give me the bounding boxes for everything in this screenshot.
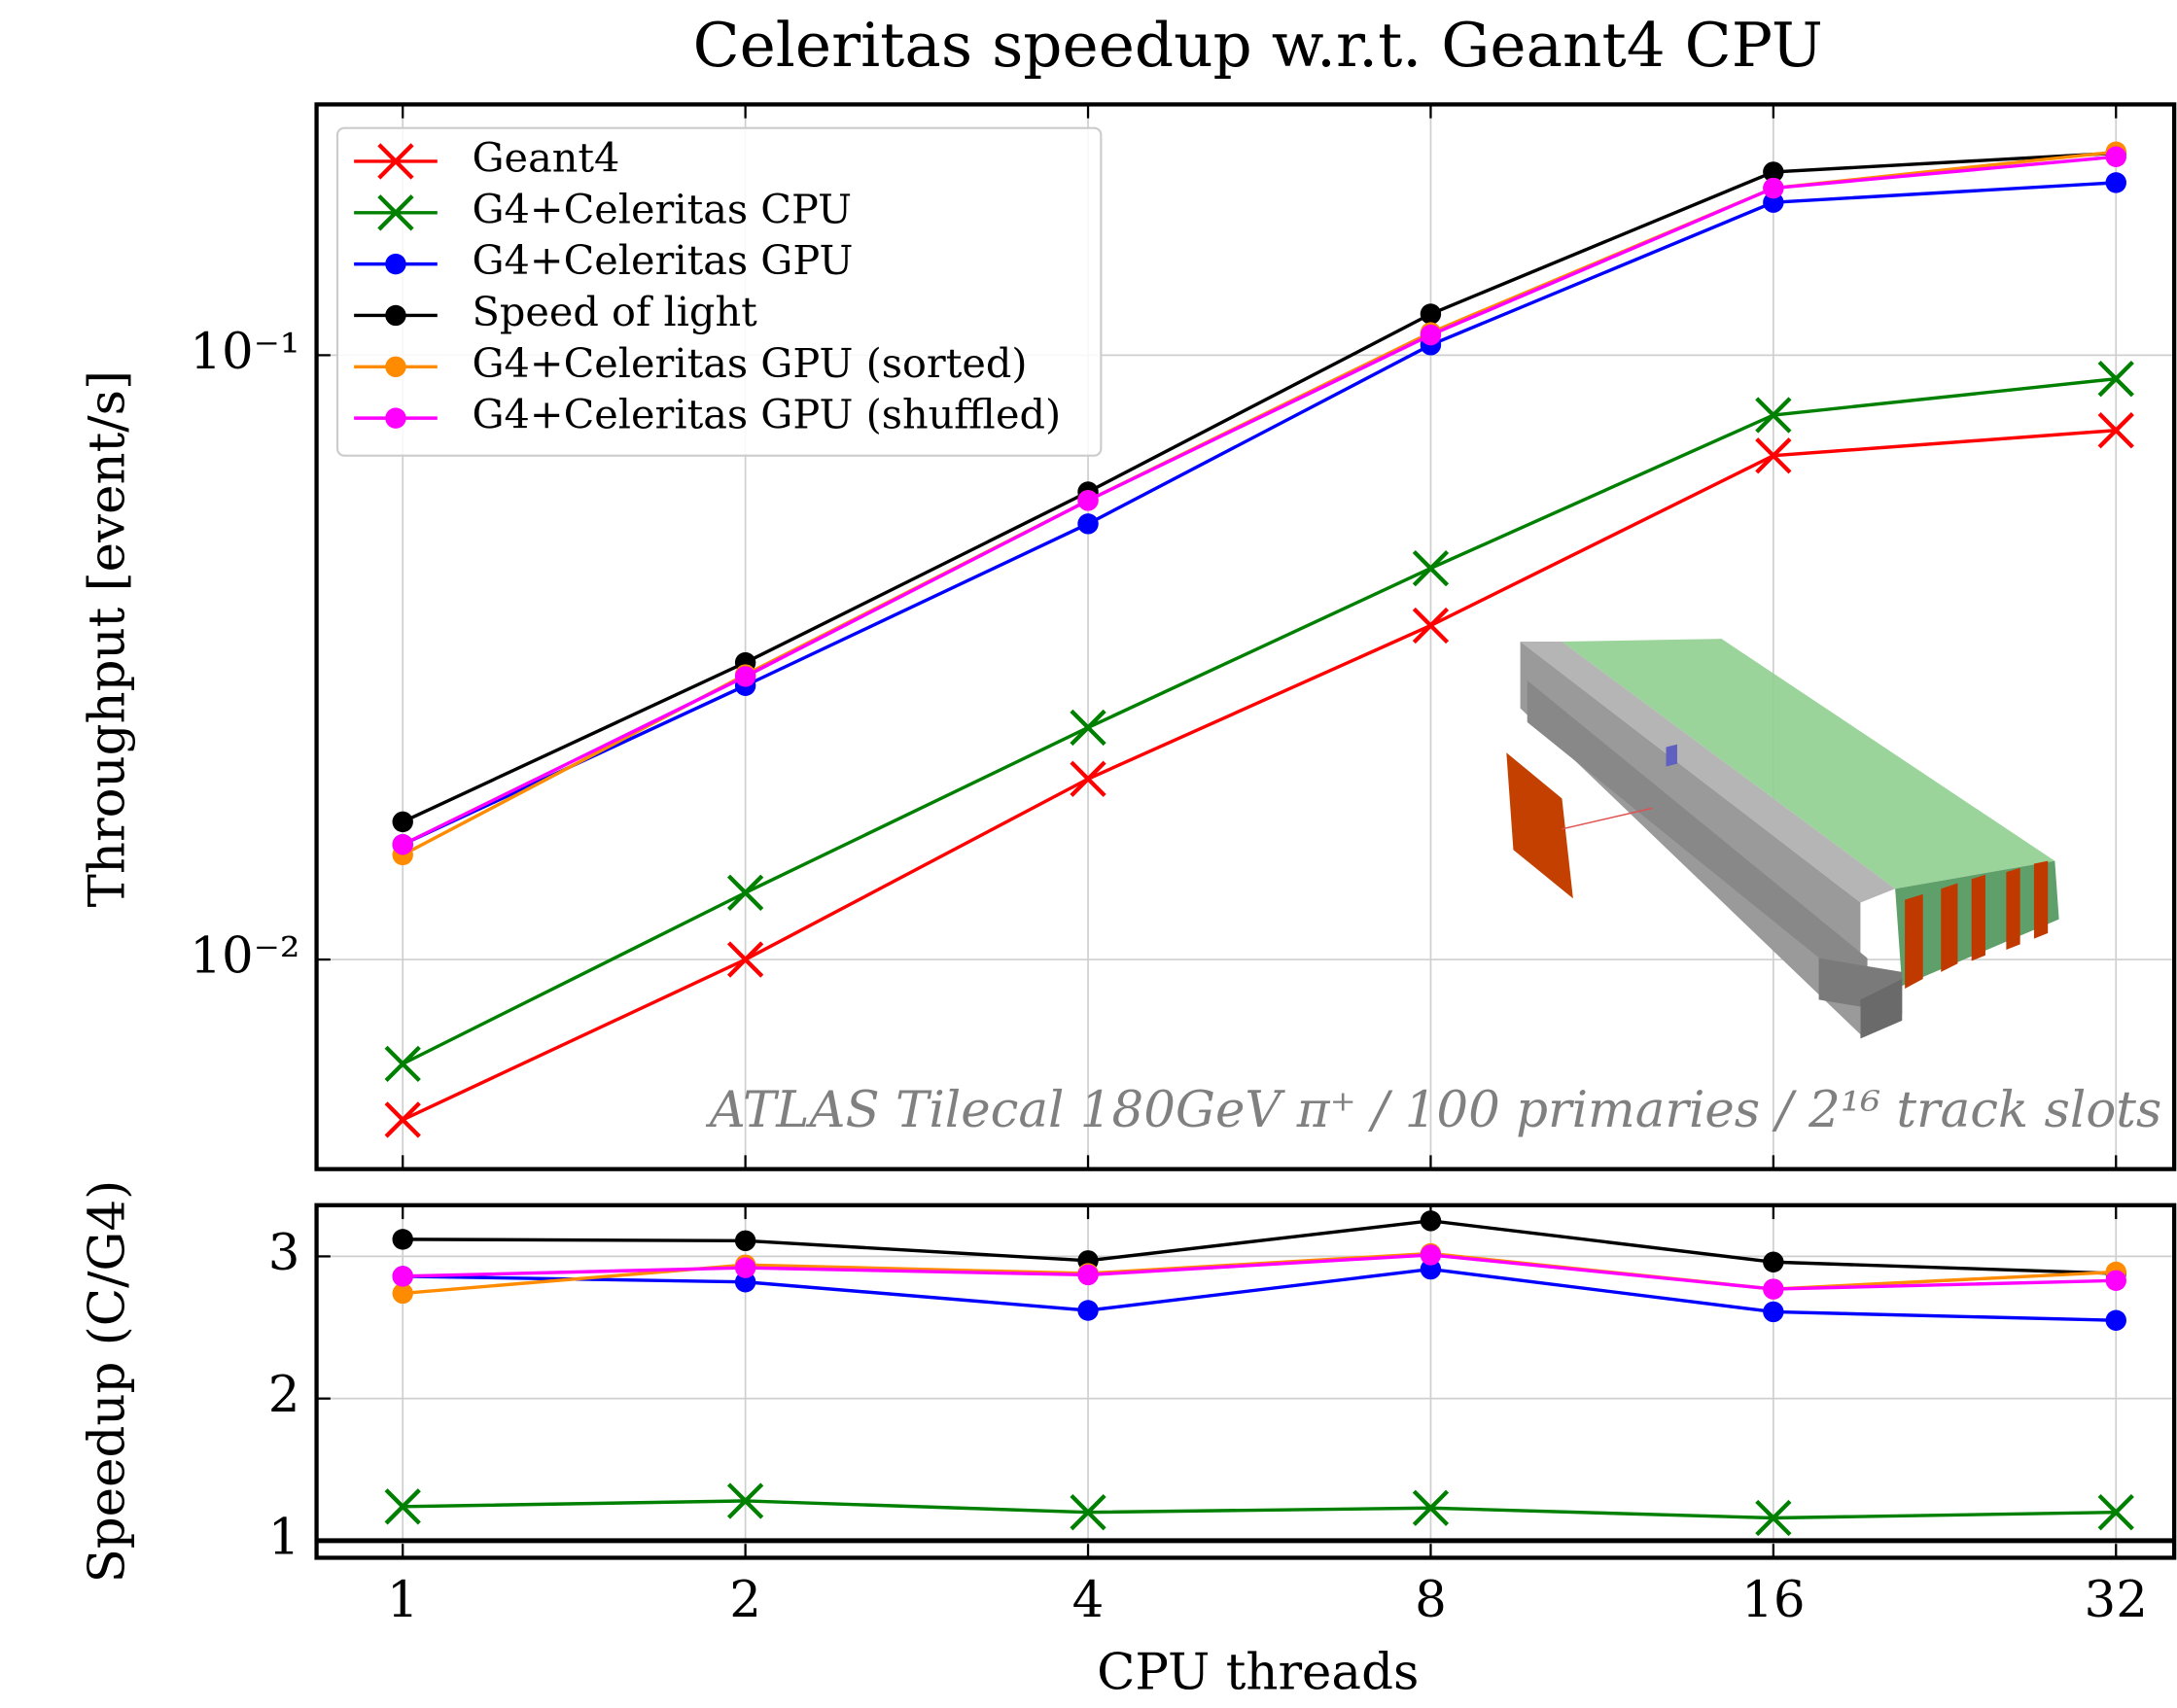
marker-dot [1077, 1265, 1098, 1285]
x-tick-label: 8 [1415, 1571, 1447, 1629]
marker-dot [1421, 1210, 1441, 1231]
marker-dot [1421, 303, 1441, 324]
legend-label: G4+Celeritas GPU [472, 237, 853, 284]
x-tick-label: 32 [2085, 1571, 2148, 1629]
marker-dot [1763, 178, 1783, 198]
marker-dot [393, 834, 413, 854]
y-axis-label: Throughput [event/s] [79, 370, 137, 907]
legend-marker [385, 254, 405, 274]
marker-dot [1077, 513, 1098, 534]
x-axis-label: CPU threads [1097, 1643, 1419, 1701]
legend-marker [385, 305, 405, 326]
marker-dot [2106, 147, 2126, 167]
legend-marker [385, 357, 405, 377]
chart-title: Celeritas speedup w.r.t. Geant4 CPU [693, 10, 1823, 81]
page: {"chart_data": [ {"type": "line", "title… [0, 0, 2177, 1708]
y-axis-label: Speedup (C/G4) [79, 1180, 137, 1584]
marker-dot [2106, 1271, 2126, 1291]
marker-dot [1077, 1300, 1098, 1320]
figure: 10⁻² 10⁻¹ Celeritas speedup w.r.t. Geant4 … [0, 0, 2177, 1708]
y-tick-label: 3 [268, 1224, 300, 1282]
y-tick-label: 2 [268, 1366, 300, 1424]
marker-dot [393, 812, 413, 832]
legend-marker [385, 407, 405, 428]
legend-label: Geant4 [472, 134, 619, 181]
legend-label: G4+Celeritas GPU (sorted) [472, 340, 1027, 387]
marker-dot [1077, 490, 1098, 510]
marker-dot [735, 666, 755, 686]
x-tick-label: 2 [729, 1571, 761, 1629]
marker-dot [2106, 1310, 2126, 1331]
marker-dot [1763, 1278, 1783, 1299]
legend-label: Speed of light [472, 289, 757, 335]
y-tick-label: 10⁻² [190, 927, 299, 986]
legend-label: G4+Celeritas GPU (shuffled) [472, 392, 1061, 438]
marker-dot [393, 1229, 413, 1249]
x-tick-label: 16 [1741, 1571, 1805, 1629]
marker-dot [1763, 1252, 1783, 1272]
marker-dot [2106, 172, 2126, 192]
marker-dot [1763, 1302, 1783, 1322]
marker-dot [735, 1257, 755, 1277]
y-tick-label: 1 [268, 1508, 300, 1566]
x-tick-label: 4 [1072, 1571, 1105, 1629]
marker-dot [1421, 1244, 1441, 1265]
x-tick-label: 1 [387, 1571, 419, 1629]
y-tick-label: 10⁻¹ [190, 323, 299, 381]
legend-label: G4+Celeritas CPU [472, 186, 852, 232]
marker-dot [393, 1266, 413, 1286]
annotation: ATLAS Tilecal 180GeV π⁺ / 100 primaries … [706, 1081, 2162, 1139]
marker-dot [735, 1231, 755, 1251]
marker-dot [1421, 325, 1441, 345]
